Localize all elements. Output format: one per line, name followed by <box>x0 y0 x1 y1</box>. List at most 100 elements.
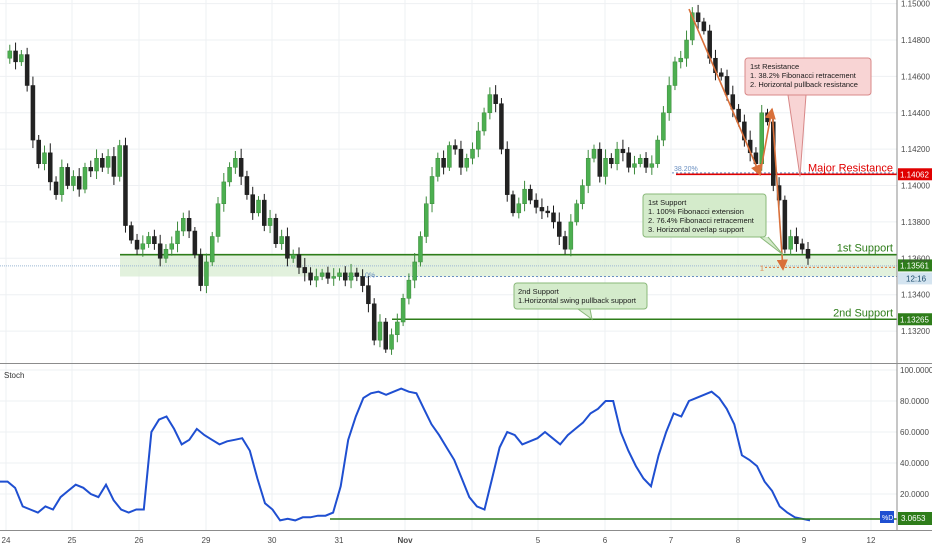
stoch-value-tag <box>898 512 932 525</box>
candle-body <box>510 194 516 214</box>
candle-body <box>302 267 308 274</box>
candle-body <box>204 261 209 286</box>
candle-body <box>134 239 140 250</box>
candle-body <box>470 148 475 159</box>
candle-body <box>111 156 117 177</box>
candle-body <box>626 152 631 168</box>
fib-one-label: 1 <box>760 265 764 272</box>
candle-body <box>666 85 672 114</box>
candle-body <box>655 139 660 164</box>
candle-body <box>76 176 82 190</box>
candle-body <box>129 225 134 241</box>
candle-body <box>661 112 666 141</box>
candle-body <box>441 158 446 168</box>
candle-body <box>620 148 626 154</box>
candle-body <box>545 210 550 214</box>
candle-body <box>481 112 487 132</box>
candle-body <box>406 279 412 299</box>
price-tick-label: 1.13200 <box>901 327 930 336</box>
candle-body <box>377 321 383 341</box>
candle-body <box>163 248 169 259</box>
candle-body <box>458 148 464 168</box>
candle-body <box>597 148 603 177</box>
stoch-line <box>0 387 811 522</box>
candle-body <box>123 145 128 226</box>
support2-callout-line: 2nd Support <box>518 287 560 296</box>
candle-body <box>71 176 76 186</box>
time-tick-label: 30 <box>268 536 277 545</box>
candle-body <box>736 108 741 123</box>
candle-body <box>175 230 180 245</box>
candle-body <box>585 158 591 186</box>
candle-body <box>273 218 279 245</box>
candle-body <box>296 254 302 268</box>
candle-body <box>603 158 608 177</box>
candlestick-series <box>7 4 811 355</box>
countdown-tag <box>898 272 932 285</box>
stoch-tick-label: 20.0000 <box>900 490 929 499</box>
support-zone: 0% 38.20% 1 <box>0 166 897 280</box>
stoch-tick-label: 100.0000 <box>900 366 932 375</box>
candle-body <box>331 276 336 279</box>
candle-body <box>805 248 811 259</box>
candle-body <box>250 194 255 214</box>
candle-body <box>423 203 429 237</box>
candle-body <box>487 94 493 114</box>
candle-body <box>638 158 643 164</box>
candle-body <box>198 254 203 286</box>
level-label: Major Resistance <box>808 162 893 174</box>
candle-body <box>88 167 94 172</box>
candle-body <box>366 285 371 305</box>
candle-body <box>7 50 13 59</box>
stoch-tick-label: 60.0000 <box>900 428 929 437</box>
price-tick-label: 1.13400 <box>901 291 930 300</box>
candle-body <box>632 163 637 168</box>
candle-body <box>371 303 377 341</box>
fib-arrow-down <box>688 8 762 177</box>
candle-body <box>354 272 360 277</box>
time-tick-label: 8 <box>736 536 741 545</box>
time-tick-label: 29 <box>202 536 211 545</box>
candle-body <box>140 243 146 250</box>
level-price-tag <box>898 168 932 181</box>
candle-body <box>562 236 568 250</box>
candle-body <box>53 181 59 195</box>
resistance-callout-line: 2. Horizontal pullback resistance <box>750 80 858 89</box>
candle-body <box>279 236 284 245</box>
candle-body <box>48 152 53 183</box>
candle-body <box>389 334 394 350</box>
level-price-tag <box>898 313 932 326</box>
time-tick-label: 26 <box>135 536 144 545</box>
candle-body <box>476 130 481 150</box>
time-tick-label: Nov <box>397 536 413 545</box>
support1-callout-line: 2. 76.4% Fibonacci retracement <box>648 216 755 225</box>
candle-body <box>447 145 452 168</box>
time-tick-label: 9 <box>802 536 807 545</box>
candle-body <box>105 156 111 168</box>
candle-body <box>325 272 331 279</box>
stoch-value-text: 3.0653 <box>901 514 926 523</box>
candle-body <box>493 94 498 104</box>
resistance-callout-box <box>744 57 872 96</box>
candle-body <box>36 139 41 164</box>
candle-body <box>724 76 730 95</box>
candle-body <box>395 321 400 335</box>
candle-body <box>499 103 504 150</box>
resistance-callout-pointer <box>787 94 807 177</box>
candle-body <box>227 167 232 183</box>
price-tick-label: 1.13600 <box>901 254 930 263</box>
candle-body <box>649 163 655 168</box>
candle-body <box>285 236 290 259</box>
candle-body <box>244 176 250 195</box>
candle-body <box>435 158 441 177</box>
candle-body <box>400 298 406 323</box>
candle-body <box>429 176 435 204</box>
countdown-text: 12:16 <box>906 274 927 283</box>
candle-body <box>24 54 30 86</box>
support2-callout-box <box>513 282 648 310</box>
candle-body <box>718 72 724 77</box>
candle-body <box>82 167 88 190</box>
